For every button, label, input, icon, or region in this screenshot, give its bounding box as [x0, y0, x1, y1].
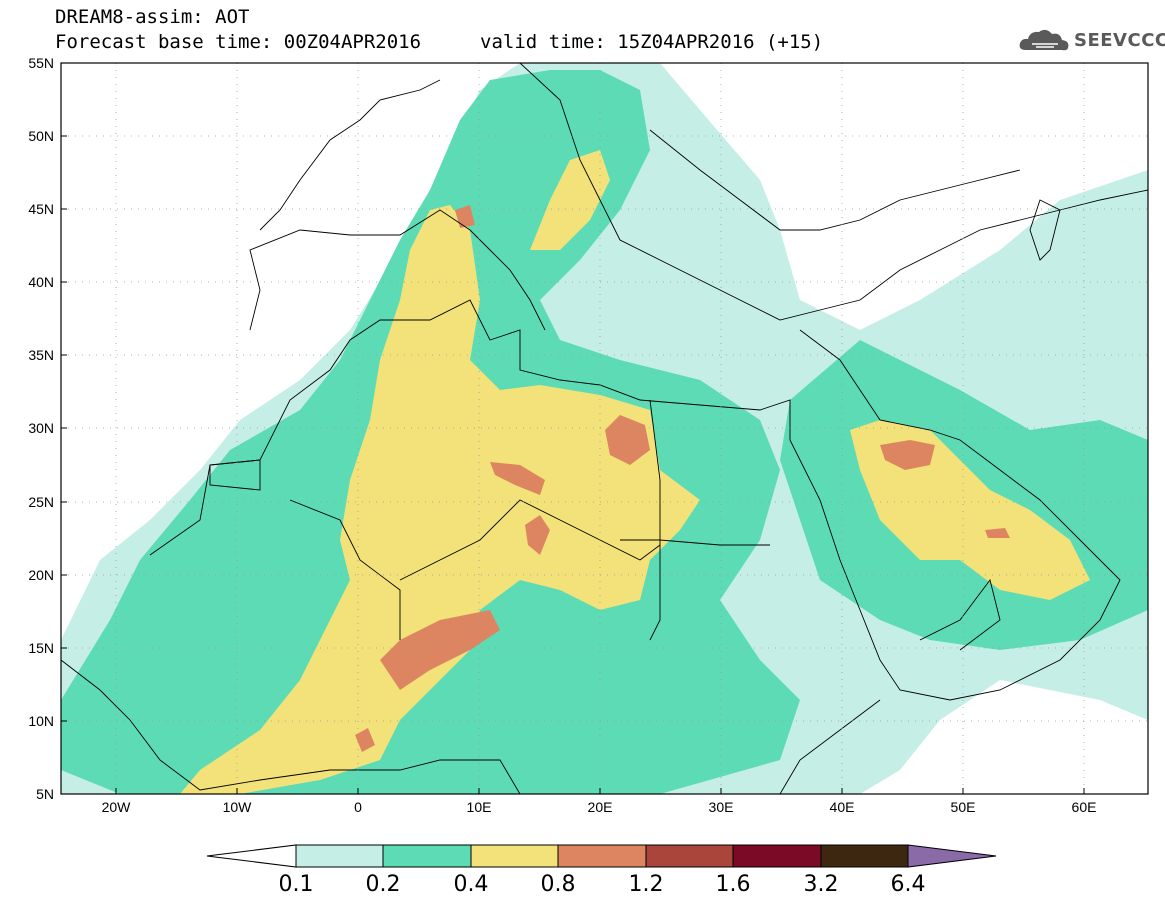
lon-label: 20E [587, 799, 613, 815]
lon-label: 0 [354, 799, 362, 815]
colorbar-label: 1.2 [628, 872, 664, 897]
colorbar-cell [382, 844, 472, 868]
aot-band-orange-2 [605, 415, 650, 465]
lon-label: 60E [1071, 799, 1097, 815]
lon-label: 10W [222, 799, 252, 815]
aot-band-orange-7 [355, 728, 375, 752]
colorbar-label: 0.1 [278, 872, 314, 897]
lat-label: 40N [28, 274, 54, 290]
aot-band-orange-1 [380, 610, 500, 690]
aot-band-orange-6 [455, 205, 475, 228]
lat-label: 25N [28, 494, 54, 510]
colorbar-cell [470, 844, 559, 868]
colorbar-cell [732, 844, 822, 868]
cloud-logo-icon [1019, 29, 1069, 51]
colorbar-cell [820, 844, 909, 868]
lon-label: 40E [829, 799, 855, 815]
lat-label: 50N [28, 128, 54, 144]
aot-band-yellow [180, 205, 700, 794]
colorbar-low-arrow [206, 844, 297, 868]
colorbar [206, 844, 997, 868]
lat-label: 5N [36, 786, 54, 802]
aot-band-orange-8 [985, 528, 1010, 538]
colorbar-cell [295, 844, 384, 868]
colorbar-label: 0.8 [540, 872, 576, 897]
coastlines [61, 63, 1148, 794]
lat-label: 35N [28, 347, 54, 363]
lat-label: 10N [28, 713, 54, 729]
aot-band-orange-3 [490, 462, 545, 495]
lat-label: 20N [28, 567, 54, 583]
colorbar-cell [557, 844, 647, 868]
colorbar-cell [645, 844, 734, 868]
colorbar-label: 1.6 [715, 872, 751, 897]
aot-band-orange-5 [525, 515, 550, 555]
map-title: DREAM8-assim: AOT [55, 6, 250, 28]
aot-fields [61, 63, 1148, 794]
lon-label: 10E [466, 799, 492, 815]
colorbar-label: 6.4 [890, 872, 926, 897]
valid-time-label: valid time: 15Z04APR2016 (+15) [480, 31, 824, 53]
base-time-label: Forecast base time: 00Z04APR2016 [55, 31, 422, 53]
lon-label: 30E [708, 799, 734, 815]
colorbar-label: 0.4 [453, 872, 489, 897]
colorbar-label: 3.2 [803, 872, 839, 897]
aot-band-orange-4 [880, 440, 935, 470]
lon-label: 20W [101, 799, 131, 815]
gridlines [61, 63, 1148, 794]
lat-label: 45N [28, 201, 54, 217]
lon-label: 50E [950, 799, 976, 815]
aot-band-yellow-north [530, 150, 610, 250]
colorbar-high-arrow [907, 844, 997, 868]
lat-label: 15N [28, 640, 54, 656]
colorbar-label: 0.2 [365, 872, 401, 897]
logo-text: SEEVCCC [1074, 30, 1165, 51]
lat-label: 30N [28, 420, 54, 436]
lat-label: 55N [28, 55, 54, 71]
axis-ticks [61, 62, 1085, 794]
